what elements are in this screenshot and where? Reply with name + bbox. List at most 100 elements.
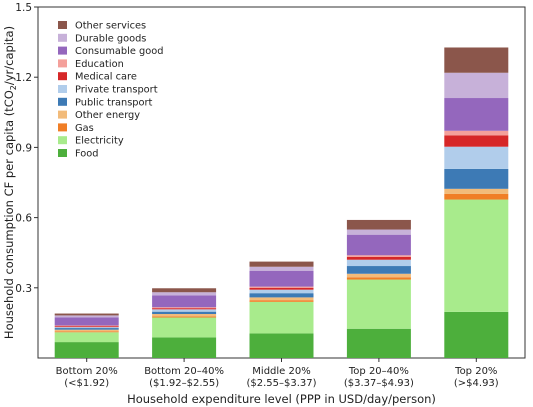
bar-segment [152, 314, 217, 317]
x-tick-label: Bottom 20% [56, 366, 118, 377]
bar-segment [152, 317, 217, 338]
y-tick-label: 0.9 [15, 142, 32, 154]
bar-segment [346, 279, 411, 329]
bar-segment [249, 266, 314, 271]
x-tick-label: Bottom 20–40% [144, 366, 224, 377]
legend-label: Gas [75, 123, 94, 134]
bar-segment [152, 307, 217, 309]
bar-segment [249, 286, 314, 288]
bar-segment [249, 261, 314, 267]
x-axis-ticks: Bottom 20%(<$1.92) Bottom 20–40%($1.92–$2… [56, 358, 499, 389]
bar-segment [249, 301, 314, 334]
legend-swatch [58, 123, 67, 132]
x-tick-label: (<$1.92) [64, 378, 109, 389]
x-tick-label: (>$4.93) [454, 378, 499, 389]
bar-segment [54, 332, 119, 343]
bar-segment [444, 135, 509, 147]
bar-segment [54, 325, 119, 327]
x-tick-label: ($3.37–$4.93) [344, 378, 414, 389]
bar-segment [249, 270, 314, 287]
legend-label: Other services [75, 21, 146, 32]
legend-label: Other energy [75, 110, 140, 121]
y-axis-ticks: 0.3 0.6 0.9 1.2 1.5 [15, 2, 38, 295]
bar-segment [346, 273, 411, 278]
bar-segment [346, 234, 411, 256]
bar-segment [249, 297, 314, 301]
legend-label: Electricity [75, 136, 124, 147]
bar-segment [346, 256, 411, 260]
bar-segment [54, 326, 119, 328]
legend-label: Consumable good [75, 46, 163, 57]
x-tick-label: Middle 20% [252, 366, 310, 377]
bar-segment [444, 199, 509, 312]
legend-swatch [58, 33, 67, 42]
bar-segment [444, 311, 509, 358]
bar-segment [444, 47, 509, 73]
x-axis-label: Household expenditure level (PPP in USD/… [127, 392, 436, 406]
bar-segment [249, 293, 314, 298]
bar-segment [249, 300, 314, 302]
bar-segment [444, 193, 509, 200]
x-tick-label: ($1.92–$2.55) [149, 378, 219, 389]
bar-segment [249, 287, 314, 290]
bar-segment [152, 308, 217, 310]
bar-segment [54, 327, 119, 329]
bar-segment [249, 289, 314, 294]
y-axis-label: Household consumption CF per capita (tCO… [2, 26, 18, 339]
bar-segment [444, 130, 509, 136]
bar-segment [346, 259, 411, 267]
bar-segment [54, 313, 119, 316]
legend-swatch [58, 59, 67, 68]
bar-segment [54, 315, 119, 318]
bar-segment [346, 255, 411, 257]
legend-swatch [58, 110, 67, 119]
bar-segment [54, 331, 119, 333]
bar-segment [54, 317, 119, 326]
legend-label: Education [75, 59, 124, 70]
legend-label: Medical care [75, 72, 137, 83]
y-axis-label-tail: /yr/capita) [2, 26, 16, 85]
bar-segment [152, 311, 217, 315]
y-axis-label-main: Household consumption CF per capita (tCO [2, 90, 16, 339]
bar-segment [346, 266, 411, 274]
x-tick-label: ($2.55–$3.37) [246, 378, 316, 389]
bar-segment [444, 98, 509, 131]
bar-segment [54, 329, 119, 332]
legend-swatch [58, 85, 67, 93]
bars [54, 47, 509, 358]
bar-segment [152, 337, 217, 358]
legend-label: Private transport [75, 85, 158, 96]
y-tick-label: 0.3 [15, 283, 32, 295]
x-tick-label: Top 20–40% [348, 366, 409, 377]
bar-segment [444, 146, 509, 169]
legend-swatch [58, 21, 67, 29]
bar-segment [152, 295, 217, 308]
bar-segment [346, 229, 411, 235]
y-tick-label: 1.5 [15, 2, 32, 14]
bar-segment [152, 316, 217, 318]
legend-swatch [58, 149, 67, 157]
y-tick-label: 1.2 [15, 72, 32, 84]
legend-swatch [58, 72, 67, 81]
x-tick-label: Top 20% [454, 366, 497, 377]
legend-label: Durable goods [75, 33, 146, 44]
bar-segment [249, 333, 314, 358]
legend-swatch [58, 46, 67, 55]
bar-segment [444, 188, 509, 194]
bar-segment [152, 288, 217, 293]
legend-swatch [58, 136, 67, 145]
y-axis-label-subscript: 2 [9, 85, 18, 90]
bar-segment [346, 219, 411, 230]
bar-segment [152, 292, 217, 296]
bar-segment [54, 342, 119, 358]
bar-segment [54, 328, 119, 330]
bar-segment [444, 72, 509, 99]
legend-swatch [58, 97, 67, 106]
bar-segment [346, 328, 411, 358]
bar-segment [346, 277, 411, 280]
legend-label: Food [75, 149, 99, 160]
legend-label: Public transport [75, 97, 153, 108]
y-tick-label: 0.6 [15, 213, 32, 225]
